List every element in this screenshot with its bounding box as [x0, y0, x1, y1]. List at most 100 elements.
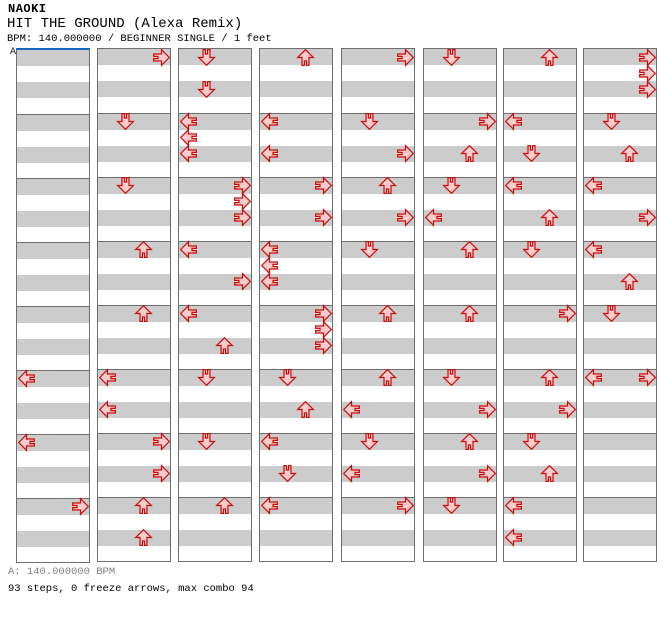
note-arrow-left	[179, 240, 197, 258]
note-arrow-left	[179, 128, 197, 146]
note-arrow-up	[134, 496, 152, 514]
measure-cell	[17, 114, 89, 178]
note-arrow-up	[460, 240, 478, 258]
measure-cell	[424, 305, 496, 369]
note-arrow-up	[620, 272, 638, 290]
measure-cell	[260, 369, 332, 433]
note-arrow-up	[540, 368, 558, 386]
measure-cell	[342, 177, 414, 241]
note-arrow-up	[378, 368, 396, 386]
note-arrow-right	[233, 272, 251, 290]
note-arrow-right	[233, 208, 251, 226]
song-info-line: BPM: 140.000000 / BEGINNER SINGLE / 1 fe…	[7, 33, 272, 45]
note-arrow-up	[378, 176, 396, 194]
note-arrow-up	[134, 304, 152, 322]
note-arrow-left	[584, 368, 602, 386]
measure-cell	[424, 497, 496, 561]
note-arrow-up	[540, 464, 558, 482]
footer-bpm-line: A: 140.000000 BPM	[8, 566, 116, 578]
note-arrow-up	[296, 48, 314, 66]
measure-cell	[584, 497, 656, 561]
measure-cell	[504, 49, 576, 113]
note-arrow-right	[638, 64, 656, 82]
note-arrow-down	[116, 112, 134, 130]
note-arrow-right	[396, 144, 414, 162]
measure-cell	[424, 369, 496, 433]
note-arrow-down	[278, 464, 296, 482]
note-arrow-down	[197, 80, 215, 98]
note-arrow-right	[638, 80, 656, 98]
song-title: HIT THE GROUND (Alexa Remix)	[7, 16, 243, 32]
measure-cell	[17, 178, 89, 242]
measure-cell	[342, 113, 414, 177]
note-arrow-up	[460, 432, 478, 450]
note-arrow-left	[424, 208, 442, 226]
note-arrow-right	[396, 48, 414, 66]
note-arrow-left	[260, 240, 278, 258]
note-arrow-down	[360, 240, 378, 258]
measure-cell	[98, 113, 170, 177]
note-arrow-right	[152, 48, 170, 66]
note-arrow-right	[638, 48, 656, 66]
chart-column-4	[259, 48, 333, 562]
note-arrow-up	[378, 304, 396, 322]
note-arrow-down	[360, 432, 378, 450]
note-arrow-down	[278, 368, 296, 386]
note-arrow-left	[260, 272, 278, 290]
measure-cell	[260, 49, 332, 113]
measure-cell	[98, 177, 170, 241]
note-arrow-left	[342, 464, 360, 482]
note-arrow-right	[152, 464, 170, 482]
note-arrow-down	[522, 240, 540, 258]
note-arrow-down	[116, 176, 134, 194]
measure-cell	[179, 497, 251, 561]
note-arrow-up	[134, 528, 152, 546]
note-arrow-right	[152, 432, 170, 450]
note-arrow-right	[478, 464, 496, 482]
note-arrow-right	[478, 400, 496, 418]
note-arrow-down	[442, 176, 460, 194]
note-arrow-left	[17, 433, 35, 451]
bpm-marker-label: A	[10, 47, 17, 58]
measure-cell	[17, 306, 89, 370]
note-arrow-right	[638, 368, 656, 386]
note-arrow-left	[260, 432, 278, 450]
measure-cell	[342, 433, 414, 497]
measure-cell	[98, 241, 170, 305]
chart-column-6	[423, 48, 497, 562]
measure-cell	[504, 369, 576, 433]
note-arrow-down	[442, 496, 460, 514]
note-arrow-right	[396, 208, 414, 226]
note-arrow-up	[620, 144, 638, 162]
note-arrow-down	[522, 144, 540, 162]
measure-cell	[584, 433, 656, 497]
note-arrow-right	[558, 304, 576, 322]
measure-cell	[342, 241, 414, 305]
measure-cell	[424, 177, 496, 241]
note-arrow-left	[98, 400, 116, 418]
measure-cell	[17, 242, 89, 306]
note-arrow-left	[179, 304, 197, 322]
measure-cell	[179, 369, 251, 433]
note-arrow-up	[460, 304, 478, 322]
note-arrow-left	[504, 496, 522, 514]
note-arrow-down	[197, 368, 215, 386]
note-arrow-right	[314, 320, 332, 338]
measure-cell	[504, 241, 576, 305]
note-arrow-left	[504, 528, 522, 546]
note-arrow-down	[442, 48, 460, 66]
note-arrow-up	[460, 144, 478, 162]
note-arrow-down	[602, 304, 620, 322]
note-arrow-up	[215, 336, 233, 354]
chart-column-8	[583, 48, 657, 562]
note-arrow-right	[233, 176, 251, 194]
note-arrow-left	[260, 496, 278, 514]
note-arrow-down	[197, 432, 215, 450]
measure-cell	[424, 241, 496, 305]
note-arrow-down	[522, 432, 540, 450]
note-arrow-down	[197, 48, 215, 66]
note-arrow-left	[260, 112, 278, 130]
note-arrow-left	[179, 144, 197, 162]
measure-cell	[179, 433, 251, 497]
